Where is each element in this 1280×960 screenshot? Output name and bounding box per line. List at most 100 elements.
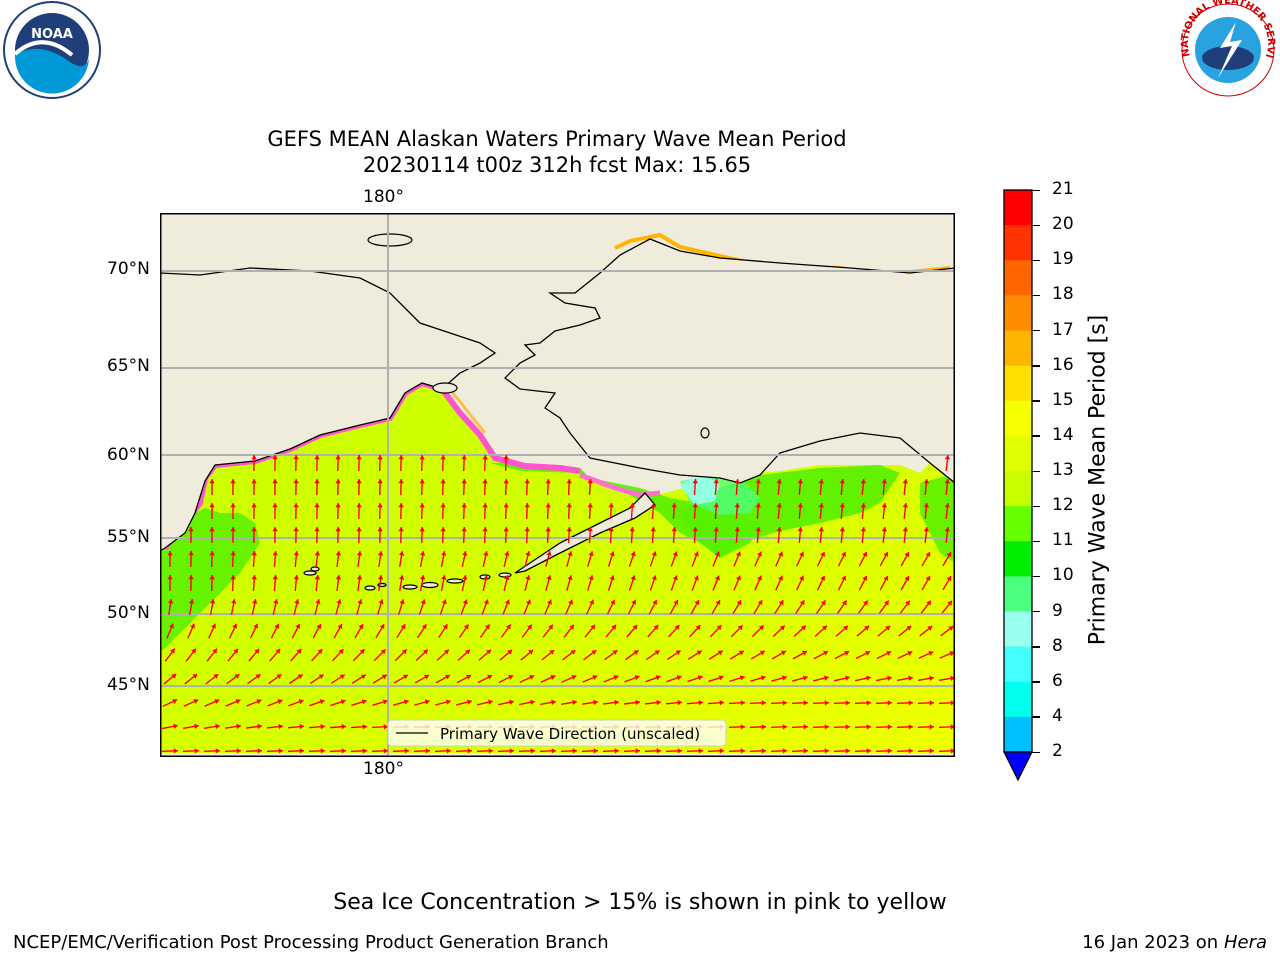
wave-arrow-head: [398, 575, 405, 580]
ocean-period-11-region-west: [160, 508, 260, 653]
wave-arrow-head: [677, 699, 682, 706]
wave-arrow-head: [761, 724, 766, 730]
wave-arrow-head: [463, 624, 469, 630]
wave-arrow-head: [257, 723, 262, 730]
wave-arrow-head: [570, 650, 576, 655]
wave-arrow-head: [907, 650, 913, 656]
map-plot: Primary Wave Direction (unscaled): [160, 213, 955, 757]
wave-arrow-head: [820, 575, 826, 581]
wave-arrow-head: [503, 503, 509, 508]
wave-arrow-head: [230, 527, 236, 532]
wave-arrow-head: [358, 624, 364, 630]
wave-arrow-head: [944, 503, 951, 508]
wave-arrow-head: [398, 455, 404, 460]
wave-arrow-head: [693, 575, 699, 581]
wave-arrow-head: [692, 527, 698, 532]
wave-arrow-head: [715, 600, 721, 606]
wave-arrow-head: [486, 649, 492, 655]
colorbar-block: [1004, 330, 1032, 367]
chart-subtitle: 20230114 t00z 312h fcst Max: 15.65: [362, 153, 752, 177]
wave-arrow-head: [908, 724, 913, 730]
wave-arrow-head: [923, 479, 930, 484]
wave-arrow-head: [590, 624, 596, 630]
wave-arrow-head: [380, 649, 386, 655]
wave-arrow-head: [272, 503, 278, 508]
wave-arrow-head: [841, 551, 847, 557]
wave-arrow-head: [950, 724, 955, 730]
wave-arrow-head: [695, 625, 701, 631]
wave-arrow-head: [780, 650, 786, 656]
wave-arrow-head: [314, 551, 321, 556]
wave-arrow-head: [671, 527, 677, 532]
wave-arrow-head: [611, 624, 617, 630]
wave-arrow-head: [377, 455, 383, 460]
wave-arrow-head: [317, 649, 323, 655]
wave-arrow-head: [566, 503, 572, 508]
wave-arrow-head: [655, 675, 661, 681]
wave-arrow-head: [841, 575, 847, 581]
wave-arrow-head: [671, 503, 677, 508]
wave-arrow-head: [694, 599, 700, 605]
wave-arrow-head: [320, 748, 325, 754]
noaa-logo: NOAA: [3, 1, 101, 99]
wave-arrow-head: [652, 599, 658, 605]
wave-arrow-head: [272, 479, 278, 484]
colorbar-tick-label: 19: [1052, 249, 1074, 270]
wave-arrow-head: [236, 723, 241, 730]
wave-arrow-head: [191, 648, 196, 654]
wave-arrow-head: [272, 527, 278, 532]
wave-arrow-head: [865, 650, 871, 656]
wave-arrow-head: [650, 503, 656, 508]
wave-arrow-head: [440, 527, 446, 532]
wave-arrow-head: [420, 599, 426, 605]
colorbar-block: [1004, 260, 1032, 296]
wave-arrow-head: [860, 503, 867, 508]
wave-arrow-head: [862, 575, 868, 581]
lat-label-70: 70°N: [107, 259, 150, 279]
colorbar-tick-mark: [1032, 224, 1040, 227]
colorbar-block: [1004, 295, 1032, 331]
colorbar-tick-label: 2: [1052, 741, 1063, 761]
wave-arrow-head: [923, 503, 930, 508]
wave-arrow-head: [650, 527, 656, 532]
wave-arrow-head: [172, 698, 178, 704]
wave-arrow-head: [713, 527, 719, 532]
colorbar-tick-mark: [1032, 716, 1040, 718]
wave-arrow-head: [950, 748, 955, 754]
wave-arrow-head: [339, 674, 345, 680]
wave-arrow-head: [839, 503, 846, 508]
wave-arrow-head: [759, 650, 765, 656]
colorbar-tick-mark: [1032, 294, 1040, 297]
wave-arrow-head: [757, 551, 762, 557]
wave-arrow-head: [946, 552, 952, 558]
wave-arrow-head: [506, 624, 511, 630]
wave-arrow-head: [776, 479, 782, 484]
wave-arrow-head: [802, 675, 808, 681]
wave-arrow-head: [589, 599, 595, 605]
wave-arrow-head: [799, 551, 805, 557]
lat-label-65: 65°N: [107, 356, 150, 376]
wave-arrow-head: [461, 455, 467, 460]
wave-arrow-head: [692, 503, 698, 508]
colorbar-tick-label: 10: [1052, 565, 1074, 586]
wave-arrow-head: [718, 675, 724, 681]
wave-arrow-head: [631, 599, 637, 605]
wave-arrow-head: [441, 599, 447, 605]
wave-arrow-head: [504, 599, 510, 605]
wave-arrow-head: [904, 575, 910, 581]
wave-arrow-head: [697, 675, 703, 681]
bering-sea-islands: [367, 233, 710, 439]
wave-arrow-head: [824, 748, 829, 754]
wave-arrow-head: [253, 623, 259, 629]
wave-arrow-head: [441, 551, 447, 556]
wave-arrow-head: [341, 748, 346, 754]
wave-arrow-head: [467, 699, 472, 705]
wave-arrow-head: [820, 600, 826, 606]
wave-arrow-head: [482, 479, 488, 484]
wave-arrow-head: [483, 551, 489, 556]
wave-arrow-head: [929, 700, 934, 706]
aleutian-islands: [303, 566, 512, 591]
wave-arrow-head: [839, 479, 846, 484]
wave-arrow-head: [799, 575, 805, 581]
lon-label-bottom: 180°: [363, 759, 404, 779]
